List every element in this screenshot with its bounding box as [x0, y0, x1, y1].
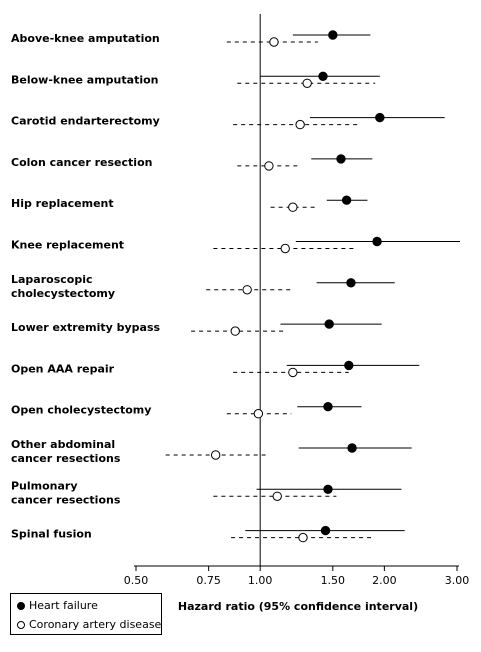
point-cad-below-knee-amputation	[302, 78, 312, 89]
row-label-line: Laparoscopic	[11, 273, 93, 286]
point-hf-open-aaa-repair	[344, 360, 354, 371]
row-label-line: cancer resections	[11, 452, 121, 465]
row-label-above-knee-amputation: Above-knee amputation	[11, 32, 160, 45]
row-label-line: Below-knee amputation	[11, 73, 159, 86]
filled-circle-icon	[17, 602, 25, 610]
point-cad-laparoscopic-cholecystectomy	[242, 285, 252, 295]
row-label-spinal-fusion: Spinal fusion	[11, 528, 92, 541]
point-hf-open-cholecystectomy	[323, 402, 333, 412]
legend-item-coronary-artery-disease: Coronary artery disease	[17, 618, 161, 631]
row-label-line: Other abdominal	[11, 438, 115, 451]
point-cad-carotid-endarterectomy	[295, 119, 305, 130]
row-label-carotid-endarterectomy: Carotid endarterectomy	[11, 115, 160, 128]
row-label-line: cancer resections	[11, 493, 121, 506]
point-cad-spinal-fusion	[298, 532, 308, 543]
open-circle-icon	[17, 621, 25, 629]
row-label-hip-replacement: Hip replacement	[11, 197, 114, 210]
x-tick-label-2-00: 2.00	[372, 574, 397, 587]
legend-label-coronary-artery-disease: Coronary artery disease	[29, 618, 162, 631]
point-hf-hip-replacement	[341, 195, 352, 205]
point-cad-other-abdominal-cancer-resections	[210, 450, 221, 460]
point-hf-lower-extremity-bypass	[324, 319, 334, 329]
x-tick-label-0-75: 0.75	[196, 574, 221, 587]
row-label-open-cholecystectomy: Open cholecystectomy	[11, 404, 151, 417]
point-hf-above-knee-amputation	[328, 30, 338, 40]
x-tick-label-3-00: 3.00	[445, 574, 470, 587]
point-hf-laparoscopic-cholecystectomy	[346, 278, 356, 288]
point-hf-spinal-fusion	[320, 525, 331, 536]
point-cad-pulmonary-cancer-resections	[272, 491, 282, 501]
row-label-lower-extremity-bypass: Lower extremity bypass	[11, 321, 161, 334]
point-hf-colon-cancer-resection	[336, 154, 346, 164]
point-hf-other-abdominal-cancer-resections	[347, 443, 357, 453]
row-label-line: Carotid endarterectomy	[11, 115, 160, 128]
row-label-line: Open AAA repair	[11, 362, 115, 375]
row-label-laparoscopic-cholecystectomy: Laparoscopic cholecystectomy	[11, 273, 115, 300]
legend: Heart failure Coronary artery disease	[10, 593, 162, 635]
row-label-pulmonary-cancer-resections: Pulmonary cancer resections	[11, 479, 121, 506]
row-label-knee-replacement: Knee replacement	[11, 239, 124, 252]
row-label-below-knee-amputation: Below-knee amputation	[11, 73, 159, 86]
row-label-colon-cancer-resection: Colon cancer resection	[11, 156, 152, 169]
row-label-line: Open cholecystectomy	[11, 404, 151, 417]
legend-label-heart-failure: Heart failure	[29, 599, 98, 612]
point-cad-open-aaa-repair	[288, 367, 298, 378]
x-tick-label-0-50: 0.50	[124, 574, 149, 587]
point-hf-carotid-endarterectomy	[375, 112, 385, 123]
point-cad-above-knee-amputation	[269, 37, 279, 47]
x-tick-label-1-50: 1.50	[321, 574, 346, 587]
point-hf-below-knee-amputation	[318, 71, 328, 82]
point-cad-colon-cancer-resection	[264, 161, 274, 171]
row-label-line: Knee replacement	[11, 239, 124, 252]
point-cad-lower-extremity-bypass	[230, 326, 240, 336]
row-label-line: Hip replacement	[11, 197, 114, 210]
row-label-open-aaa-repair: Open AAA repair	[11, 362, 115, 375]
row-label-line: Above-knee amputation	[11, 32, 160, 45]
point-hf-pulmonary-cancer-resections	[323, 484, 333, 494]
point-cad-knee-replacement	[280, 243, 290, 254]
point-hf-knee-replacement	[372, 236, 382, 247]
point-cad-hip-replacement	[288, 202, 298, 212]
row-label-line: cholecystectomy	[11, 287, 115, 300]
row-label-line: Lower extremity bypass	[11, 321, 161, 334]
row-label-other-abdominal-cancer-resections: Other abdominal cancer resections	[11, 438, 121, 465]
legend-item-heart-failure: Heart failure	[17, 599, 98, 612]
row-label-line: Colon cancer resection	[11, 156, 152, 169]
row-label-line: Pulmonary	[11, 479, 78, 492]
point-cad-open-cholecystectomy	[253, 409, 264, 419]
x-tick-label-1-00: 1.00	[248, 574, 273, 587]
row-label-line: Spinal fusion	[11, 528, 92, 541]
x-axis-title: Hazard ratio (95% confidence interval)	[178, 600, 418, 613]
